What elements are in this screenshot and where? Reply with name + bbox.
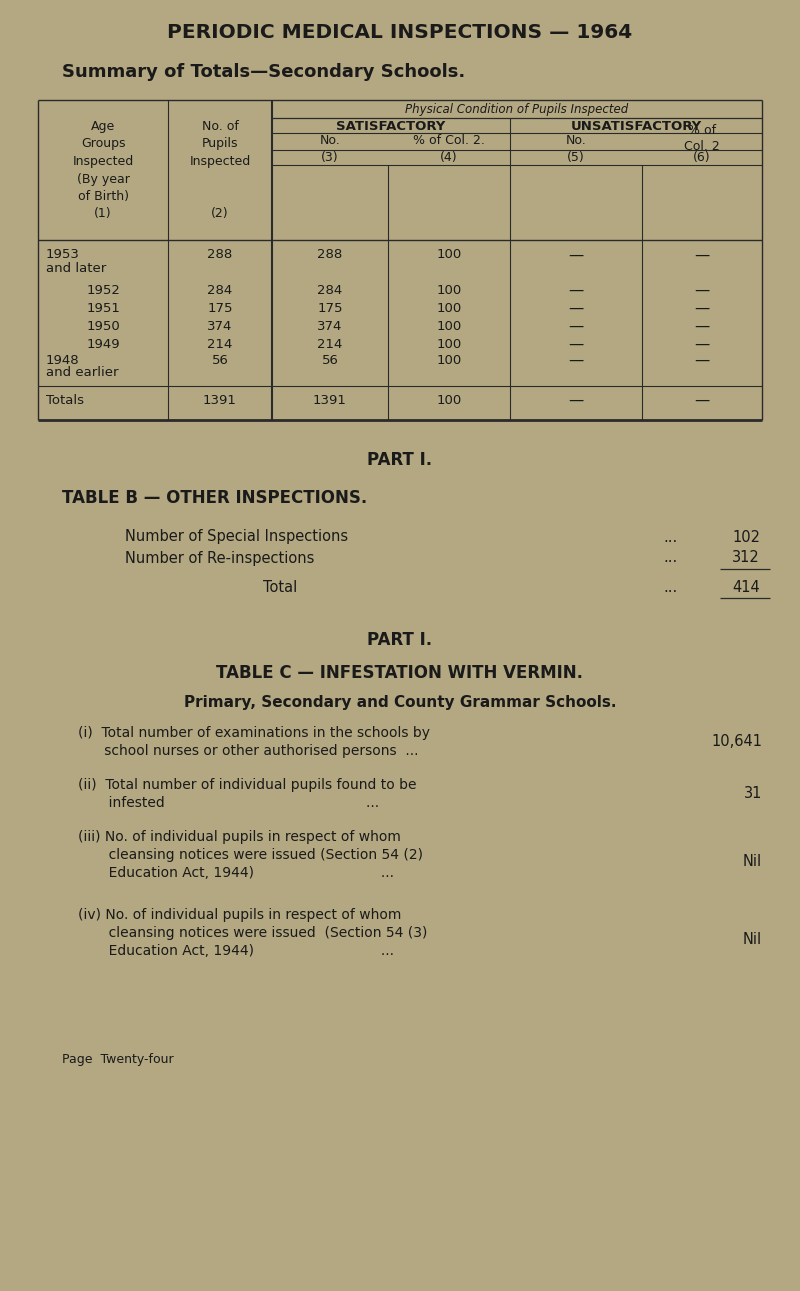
Text: (6): (6) <box>693 151 711 164</box>
Text: —: — <box>694 392 710 408</box>
Text: Number of Special Inspections: Number of Special Inspections <box>125 529 348 545</box>
Text: —: — <box>694 337 710 351</box>
Text: 414: 414 <box>732 580 760 594</box>
Text: and earlier: and earlier <box>46 367 118 380</box>
Text: —: — <box>568 337 584 351</box>
Text: 56: 56 <box>322 354 338 367</box>
Text: 10,641: 10,641 <box>711 735 762 750</box>
Text: Number of Re-inspections: Number of Re-inspections <box>125 550 314 565</box>
Text: 100: 100 <box>436 337 462 350</box>
Text: —: — <box>568 248 584 262</box>
Text: ...: ... <box>663 550 678 565</box>
Text: and later: and later <box>46 262 106 275</box>
Text: (i)  Total number of examinations in the schools by: (i) Total number of examinations in the … <box>78 726 430 740</box>
Text: 1949: 1949 <box>86 337 120 350</box>
Text: 175: 175 <box>207 302 233 315</box>
Text: ...: ... <box>663 580 678 594</box>
Text: Education Act, 1944)                             ...: Education Act, 1944) ... <box>78 866 394 880</box>
Text: Age
Groups
Inspected
(By year
of Birth)
(1): Age Groups Inspected (By year of Birth) … <box>72 120 134 221</box>
Text: —: — <box>568 352 584 368</box>
Text: 102: 102 <box>732 529 760 545</box>
Text: —: — <box>694 301 710 315</box>
Text: (ii)  Total number of individual pupils found to be: (ii) Total number of individual pupils f… <box>78 778 417 791</box>
Text: —: — <box>568 283 584 297</box>
Text: 374: 374 <box>318 319 342 333</box>
Text: TABLE C — INFESTATION WITH VERMIN.: TABLE C — INFESTATION WITH VERMIN. <box>217 664 583 682</box>
Text: PART I.: PART I. <box>367 451 433 469</box>
Text: 214: 214 <box>207 337 233 350</box>
Text: infested                                              ...: infested ... <box>78 797 379 809</box>
Text: 312: 312 <box>732 550 760 565</box>
Text: —: — <box>694 283 710 297</box>
Text: (iv) No. of individual pupils in respect of whom: (iv) No. of individual pupils in respect… <box>78 908 402 922</box>
Text: 1952: 1952 <box>86 284 120 297</box>
Text: cleansing notices were issued (Section 54 (2): cleansing notices were issued (Section 5… <box>78 848 423 862</box>
Text: Totals: Totals <box>46 394 84 407</box>
Text: Nil: Nil <box>743 932 762 948</box>
Text: Total: Total <box>263 580 297 594</box>
Text: 1391: 1391 <box>313 394 347 407</box>
Text: % of
Col. 2: % of Col. 2 <box>684 124 720 154</box>
Text: —: — <box>568 392 584 408</box>
Text: 100: 100 <box>436 302 462 315</box>
Text: 1948: 1948 <box>46 354 80 367</box>
Text: 1951: 1951 <box>86 302 120 315</box>
Text: Page  Twenty-four: Page Twenty-four <box>62 1053 174 1066</box>
Text: 100: 100 <box>436 354 462 367</box>
Text: (3): (3) <box>321 151 339 164</box>
Text: (4): (4) <box>440 151 458 164</box>
Text: Nil: Nil <box>743 855 762 870</box>
Text: (5): (5) <box>567 151 585 164</box>
Text: 100: 100 <box>436 248 462 262</box>
Text: 284: 284 <box>207 284 233 297</box>
Text: 374: 374 <box>207 319 233 333</box>
Text: 100: 100 <box>436 394 462 407</box>
Text: —: — <box>694 352 710 368</box>
Text: 214: 214 <box>318 337 342 350</box>
Text: 284: 284 <box>318 284 342 297</box>
Text: TABLE B — OTHER INSPECTIONS.: TABLE B — OTHER INSPECTIONS. <box>62 489 367 507</box>
Text: No. of
Pupils
Inspected


(2): No. of Pupils Inspected (2) <box>190 120 250 221</box>
Text: 1950: 1950 <box>86 319 120 333</box>
Text: Primary, Secondary and County Grammar Schools.: Primary, Secondary and County Grammar Sc… <box>184 696 616 710</box>
Text: cleansing notices were issued  (Section 54 (3): cleansing notices were issued (Section 5… <box>78 926 427 940</box>
Text: ...: ... <box>663 529 678 545</box>
Text: Physical Condition of Pupils Inspected: Physical Condition of Pupils Inspected <box>406 103 629 116</box>
Text: 100: 100 <box>436 319 462 333</box>
Text: No.: No. <box>320 133 340 146</box>
Text: —: — <box>568 319 584 333</box>
Text: (iii) No. of individual pupils in respect of whom: (iii) No. of individual pupils in respec… <box>78 830 401 844</box>
Text: Education Act, 1944)                             ...: Education Act, 1944) ... <box>78 944 394 958</box>
Text: 31: 31 <box>744 786 762 802</box>
Text: No.: No. <box>566 133 586 146</box>
Text: school nurses or other authorised persons  ...: school nurses or other authorised person… <box>78 744 418 758</box>
Text: —: — <box>694 248 710 262</box>
Text: —: — <box>694 319 710 333</box>
Text: PART I.: PART I. <box>367 631 433 649</box>
Text: 175: 175 <box>318 302 342 315</box>
Text: Summary of Totals—Secondary Schools.: Summary of Totals—Secondary Schools. <box>62 63 466 81</box>
Text: —: — <box>568 301 584 315</box>
Text: 288: 288 <box>207 248 233 262</box>
Text: PERIODIC MEDICAL INSPECTIONS — 1964: PERIODIC MEDICAL INSPECTIONS — 1964 <box>167 22 633 41</box>
Text: 288: 288 <box>318 248 342 262</box>
Text: 56: 56 <box>211 354 229 367</box>
Text: UNSATISFACTORY: UNSATISFACTORY <box>570 120 702 133</box>
Text: 100: 100 <box>436 284 462 297</box>
Text: % of Col. 2.: % of Col. 2. <box>413 133 485 146</box>
Text: 1391: 1391 <box>203 394 237 407</box>
Text: SATISFACTORY: SATISFACTORY <box>336 120 446 133</box>
Text: 1953: 1953 <box>46 248 80 262</box>
